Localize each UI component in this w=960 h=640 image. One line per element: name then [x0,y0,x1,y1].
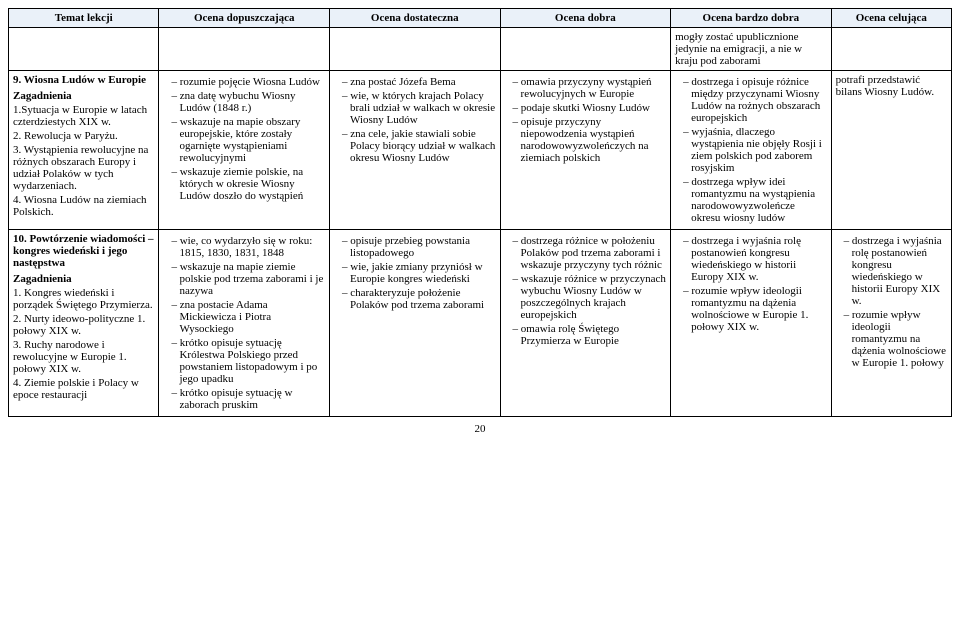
cell-grade-6: potrafi przedstawić bilans Wiosny Ludów. [831,71,951,230]
list-item: 3. Wystąpienia rewolucyjne na różnych ob… [13,144,154,192]
cell [500,28,671,71]
page-number: 20 [8,423,952,435]
cell [9,28,159,71]
table-row-10: 10. Powtórzenie wiadomości – kongres wie… [9,230,952,417]
list-item: 2. Rewolucja w Paryżu. [13,130,154,142]
criteria-list: omawia przyczyny wystąpień rewolucyjnych… [505,76,667,164]
criteria-list: zna postać Józefa Bema wie, w których kr… [334,76,496,164]
list-item: zna postacie Adama Mickiewicza i Piotra … [171,299,325,335]
list-item: dostrzega i wyjaśnia rolę postanowień ko… [844,235,947,307]
continuation-text: mogły zostać upublicznione jedynie na em… [675,31,827,67]
list-item: zna postać Józefa Bema [342,76,496,88]
list-item: rozumie wpływ ideologii romantyzmu na dą… [844,309,947,369]
cell-grade-5: dostrzega i opisuje różnice między przyc… [671,71,832,230]
criteria-list: dostrzega i wyjaśnia rolę postanowień ko… [836,235,947,369]
criteria-list: opisuje przebieg powstania listopadowego… [334,235,496,311]
list-item: dostrzega wpływ idei romantyzmu na wystą… [683,176,827,224]
grades-table: Temat lekcji Ocena dopuszczająca Ocena d… [8,8,952,417]
list-item: 2. Nurty ideowo-polityczne 1. połowy XIX… [13,313,154,337]
list-item: wskazuje na mapie ziemie polskie pod trz… [171,261,325,297]
zagadnienia-heading: Zagadnienia [13,90,154,102]
list-item: 1. Kongres wiedeński i porządek Świętego… [13,287,154,311]
table-row-9: 9. Wiosna Ludów w Europie Zagadnienia 1.… [9,71,952,230]
list-item: 1.Sytuacja w Europie w latach czterdzies… [13,104,154,128]
cell-grade-3: zna postać Józefa Bema wie, w których kr… [330,71,501,230]
list-item: wskazuje różnice w przyczynach wybuchu W… [513,273,667,321]
list-item: opisuje przyczyny niepowodzenia wystąpie… [513,116,667,164]
header-grade-5: Ocena bardzo dobra [671,9,832,28]
cell [831,28,951,71]
list-item: wyjaśnia, dlaczego wystąpienia nie objęł… [683,126,827,174]
cell-grade-4: omawia przyczyny wystąpień rewolucyjnych… [500,71,671,230]
topic-title: 9. Wiosna Ludów w Europie [13,74,154,86]
cell-continuation: mogły zostać upublicznione jedynie na em… [671,28,832,71]
list-item: 3. Ruchy narodowe i rewolucyjne w Europi… [13,339,154,375]
cell-grade-6: dostrzega i wyjaśnia rolę postanowień ko… [831,230,951,417]
header-topic: Temat lekcji [9,9,159,28]
list-item: rozumie pojęcie Wiosna Ludów [171,76,325,88]
list-item: wie, w których krajach Polacy brali udzi… [342,90,496,126]
list-item: zna datę wybuchu Wiosny Ludów (1848 r.) [171,90,325,114]
list-item: dostrzega i opisuje różnice między przyc… [683,76,827,124]
list-item: wskazuje ziemie polskie, na których w ok… [171,166,325,202]
list-item: zna cele, jakie stawiali sobie Polacy bi… [342,128,496,164]
cell-grade-4: dostrzega różnice w położeniu Polaków po… [500,230,671,417]
criteria-list: dostrzega i wyjaśnia rolę postanowień ko… [675,235,827,333]
cell [159,28,330,71]
list-item: wie, co wydarzyło się w roku: 1815, 1830… [171,235,325,259]
header-grade-2: Ocena dopuszczająca [159,9,330,28]
list-item: wie, jakie zmiany przyniósł w Europie ko… [342,261,496,285]
table-header-row: Temat lekcji Ocena dopuszczająca Ocena d… [9,9,952,28]
criteria-list: rozumie pojęcie Wiosna Ludów zna datę wy… [163,76,325,202]
criteria-text: potrafi przedstawić bilans Wiosny Ludów. [836,74,947,98]
list-item: krótko opisuje sytuację Królestwa Polski… [171,337,325,385]
topic-title: 10. Powtórzenie wiadomości – kongres wie… [13,233,154,269]
list-item: dostrzega różnice w położeniu Polaków po… [513,235,667,271]
list-item: 4. Wiosna Ludów na ziemiach Polskich. [13,194,154,218]
cell-grade-3: opisuje przebieg powstania listopadowego… [330,230,501,417]
zagadnienia-heading: Zagadnienia [13,273,154,285]
list-item: dostrzega i wyjaśnia rolę postanowień ko… [683,235,827,283]
zagadnienia-list: 1.Sytuacja w Europie w latach czterdzies… [13,104,154,218]
criteria-list: dostrzega różnice w położeniu Polaków po… [505,235,667,347]
list-item: omawia przyczyny wystąpień rewolucyjnych… [513,76,667,100]
header-grade-4: Ocena dobra [500,9,671,28]
cell [330,28,501,71]
list-item: 4. Ziemie polskie i Polacy w epoce resta… [13,377,154,401]
criteria-list: dostrzega i opisuje różnice między przyc… [675,76,827,224]
cell-topic: 9. Wiosna Ludów w Europie Zagadnienia 1.… [9,71,159,230]
list-item: opisuje przebieg powstania listopadowego [342,235,496,259]
cell-grade-2: wie, co wydarzyło się w roku: 1815, 1830… [159,230,330,417]
list-item: omawia rolę Świętego Przymierza w Europi… [513,323,667,347]
list-item: krótko opisuje sytuację w zaborach prusk… [171,387,325,411]
list-item: charakteryzuje położenie Polaków pod trz… [342,287,496,311]
header-grade-3: Ocena dostateczna [330,9,501,28]
cell-grade-5: dostrzega i wyjaśnia rolę postanowień ko… [671,230,832,417]
list-item: rozumie wpływ ideologii romantyzmu na dą… [683,285,827,333]
criteria-list: wie, co wydarzyło się w roku: 1815, 1830… [163,235,325,411]
table-row-context: mogły zostać upublicznione jedynie na em… [9,28,952,71]
header-grade-6: Ocena celująca [831,9,951,28]
list-item: podaje skutki Wiosny Ludów [513,102,667,114]
cell-grade-2: rozumie pojęcie Wiosna Ludów zna datę wy… [159,71,330,230]
zagadnienia-list: 1. Kongres wiedeński i porządek Świętego… [13,287,154,401]
list-item: wskazuje na mapie obszary europejskie, k… [171,116,325,164]
cell-topic: 10. Powtórzenie wiadomości – kongres wie… [9,230,159,417]
